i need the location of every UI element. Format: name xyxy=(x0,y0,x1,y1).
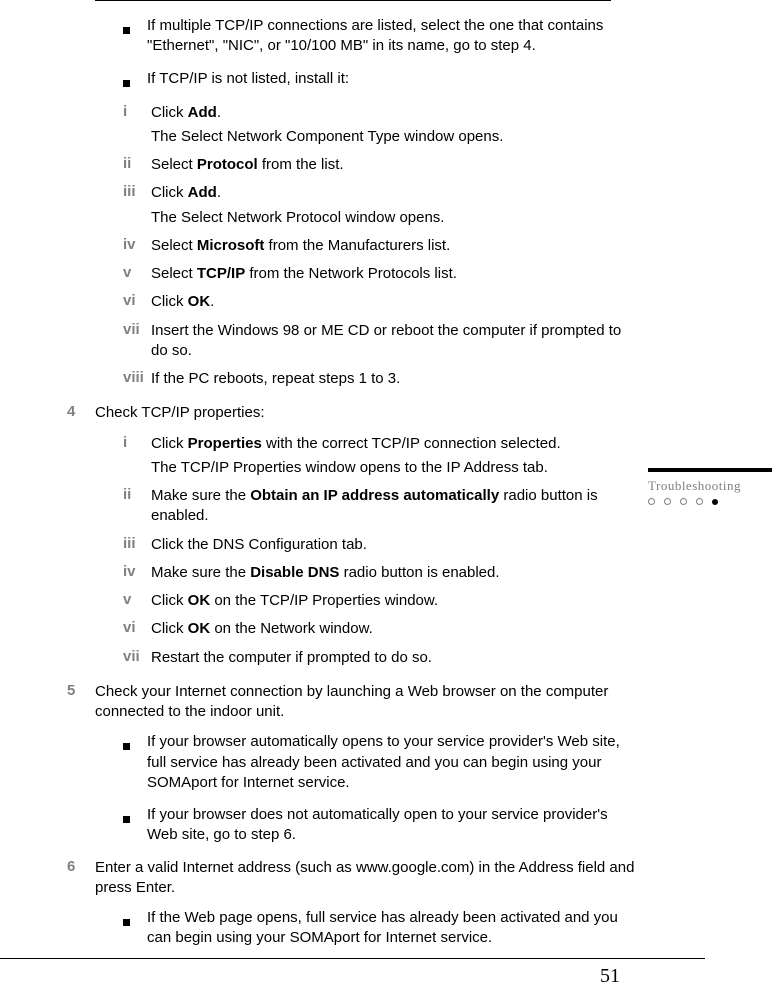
roman-label: i xyxy=(123,103,151,148)
dot-icon xyxy=(696,498,703,505)
rule-bottom xyxy=(0,958,705,959)
step-text: Check TCP/IP properties: xyxy=(95,403,638,423)
roman-label: i xyxy=(123,434,151,479)
roman-text: Click the DNS Configuration tab. xyxy=(151,535,638,555)
step-text: Check your Internet connection by launch… xyxy=(95,682,638,723)
roman-text: Select Protocol from the list. xyxy=(151,155,638,175)
roman-text: Select TCP/IP from the Network Protocols… xyxy=(151,264,638,284)
dot-icon xyxy=(712,499,718,505)
roman-item: vSelect TCP/IP from the Network Protocol… xyxy=(123,264,638,284)
bullet-text: If your browser does not automatically o… xyxy=(147,805,638,846)
body-text: If multiple TCP/IP connections are liste… xyxy=(95,16,638,961)
roman-text: Click Add.The Select Network Protocol wi… xyxy=(151,183,638,228)
roman-item: viiInsert the Windows 98 or ME CD or reb… xyxy=(123,321,638,362)
side-tab-bar xyxy=(648,468,772,472)
roman-item: iClick Properties with the correct TCP/I… xyxy=(123,434,638,479)
roman-item: iiMake sure the Obtain an IP address aut… xyxy=(123,486,638,527)
dot-icon xyxy=(664,498,671,505)
roman-text: Select Microsoft from the Manufacturers … xyxy=(151,236,638,256)
step-text: Enter a valid Internet address (such as … xyxy=(95,858,638,899)
roman-text: Click Add.The Select Network Component T… xyxy=(151,103,638,148)
page-number: 51 xyxy=(600,965,620,988)
step-number: 6 xyxy=(67,858,95,899)
bullet-text: If your browser automatically opens to y… xyxy=(147,732,638,793)
roman-item: ivMake sure the Disable DNS radio button… xyxy=(123,563,638,583)
roman-label: vii xyxy=(123,321,151,362)
bullet-item: If multiple TCP/IP connections are liste… xyxy=(123,16,638,57)
roman-item: iiiClick the DNS Configuration tab. xyxy=(123,535,638,555)
document-page: If multiple TCP/IP connections are liste… xyxy=(0,0,784,1007)
bullet-item: If your browser automatically opens to y… xyxy=(123,732,638,793)
roman-subtext: The Select Network Protocol window opens… xyxy=(151,208,638,228)
roman-label: iii xyxy=(123,535,151,555)
bullet-text: If multiple TCP/IP connections are liste… xyxy=(147,16,638,57)
bullet-item: If your browser does not automatically o… xyxy=(123,805,638,846)
roman-item: ivSelect Microsoft from the Manufacturer… xyxy=(123,236,638,256)
roman-item: vClick OK on the TCP/IP Properties windo… xyxy=(123,591,638,611)
side-tab-title: Troubleshooting xyxy=(648,478,776,494)
roman-item: viiiIf the PC reboots, repeat steps 1 to… xyxy=(123,369,638,389)
roman-label: iv xyxy=(123,236,151,256)
roman-label: v xyxy=(123,264,151,284)
roman-label: vi xyxy=(123,292,151,312)
dot-icon xyxy=(680,498,687,505)
rule-top xyxy=(95,0,611,1)
roman-item: iiiClick Add.The Select Network Protocol… xyxy=(123,183,638,228)
bullet-item: If TCP/IP is not listed, install it: xyxy=(123,69,638,91)
roman-text: Make sure the Disable DNS radio button i… xyxy=(151,563,638,583)
roman-item: viClick OK. xyxy=(123,292,638,312)
bullet-text: If TCP/IP is not listed, install it: xyxy=(147,69,638,91)
dot-icon xyxy=(648,498,655,505)
step-number: 5 xyxy=(67,682,95,723)
roman-item: iClick Add.The Select Network Component … xyxy=(123,103,638,148)
roman-label: ii xyxy=(123,155,151,175)
roman-label: v xyxy=(123,591,151,611)
square-bullet-icon xyxy=(123,16,147,57)
roman-subtext: The Select Network Component Type window… xyxy=(151,127,638,147)
roman-item: iiSelect Protocol from the list. xyxy=(123,155,638,175)
side-tab-dots xyxy=(648,498,776,505)
roman-text: Click OK. xyxy=(151,292,638,312)
roman-label: viii xyxy=(123,369,151,389)
bullet-text: If the Web page opens, full service has … xyxy=(147,908,638,949)
roman-subtext: The TCP/IP Properties window opens to th… xyxy=(151,458,638,478)
roman-label: iv xyxy=(123,563,151,583)
roman-text: Restart the computer if prompted to do s… xyxy=(151,648,638,668)
roman-text: Click OK on the TCP/IP Properties window… xyxy=(151,591,638,611)
side-tab: Troubleshooting xyxy=(648,468,776,505)
square-bullet-icon xyxy=(123,69,147,91)
roman-text: Click Properties with the correct TCP/IP… xyxy=(151,434,638,479)
roman-text: Make sure the Obtain an IP address autom… xyxy=(151,486,638,527)
roman-label: iii xyxy=(123,183,151,228)
roman-text: Insert the Windows 98 or ME CD or reboot… xyxy=(151,321,638,362)
bullet-item: If the Web page opens, full service has … xyxy=(123,908,638,949)
roman-label: ii xyxy=(123,486,151,527)
roman-label: vi xyxy=(123,619,151,639)
square-bullet-icon xyxy=(123,908,147,949)
square-bullet-icon xyxy=(123,805,147,846)
roman-text: If the PC reboots, repeat steps 1 to 3. xyxy=(151,369,638,389)
roman-text: Click OK on the Network window. xyxy=(151,619,638,639)
step-number: 4 xyxy=(67,403,95,423)
roman-item: viiRestart the computer if prompted to d… xyxy=(123,648,638,668)
square-bullet-icon xyxy=(123,732,147,793)
roman-label: vii xyxy=(123,648,151,668)
roman-item: viClick OK on the Network window. xyxy=(123,619,638,639)
